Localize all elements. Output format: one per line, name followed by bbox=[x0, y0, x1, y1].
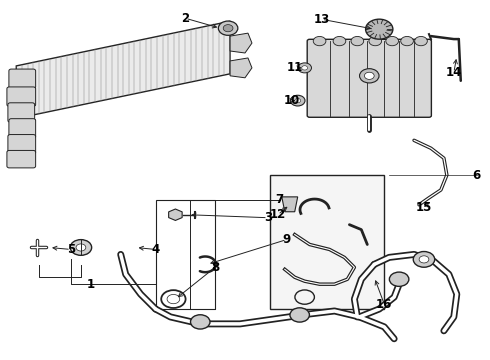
Text: 15: 15 bbox=[416, 201, 432, 214]
FancyBboxPatch shape bbox=[8, 103, 35, 122]
Circle shape bbox=[369, 36, 382, 46]
Text: 11: 11 bbox=[287, 61, 303, 75]
Circle shape bbox=[365, 72, 374, 80]
Polygon shape bbox=[169, 209, 182, 220]
FancyBboxPatch shape bbox=[307, 39, 431, 117]
Text: 4: 4 bbox=[151, 243, 160, 256]
Circle shape bbox=[415, 36, 427, 46]
Circle shape bbox=[167, 294, 180, 304]
Circle shape bbox=[298, 63, 312, 73]
Circle shape bbox=[191, 315, 210, 329]
Text: 6: 6 bbox=[472, 168, 481, 181]
Bar bbox=[270, 175, 384, 309]
Circle shape bbox=[366, 19, 393, 39]
Circle shape bbox=[295, 99, 301, 103]
Text: 8: 8 bbox=[211, 261, 220, 274]
Text: 9: 9 bbox=[283, 233, 291, 246]
Text: 16: 16 bbox=[376, 297, 392, 311]
Circle shape bbox=[333, 36, 346, 46]
Circle shape bbox=[360, 69, 379, 83]
Circle shape bbox=[223, 24, 233, 32]
Circle shape bbox=[386, 36, 398, 46]
Polygon shape bbox=[230, 33, 252, 53]
Text: 12: 12 bbox=[270, 208, 286, 221]
FancyBboxPatch shape bbox=[7, 87, 36, 106]
Text: 3: 3 bbox=[264, 211, 272, 224]
Circle shape bbox=[70, 240, 92, 255]
Text: 2: 2 bbox=[181, 12, 190, 25]
Circle shape bbox=[413, 252, 435, 267]
Circle shape bbox=[313, 36, 326, 46]
Circle shape bbox=[219, 21, 238, 35]
FancyBboxPatch shape bbox=[9, 119, 36, 138]
Circle shape bbox=[76, 244, 86, 251]
Text: 5: 5 bbox=[67, 243, 75, 256]
FancyBboxPatch shape bbox=[8, 135, 36, 154]
FancyBboxPatch shape bbox=[9, 69, 36, 89]
Circle shape bbox=[351, 36, 364, 46]
Polygon shape bbox=[282, 197, 298, 212]
Circle shape bbox=[419, 256, 429, 263]
Text: 14: 14 bbox=[445, 66, 462, 79]
Text: 1: 1 bbox=[87, 278, 95, 291]
Circle shape bbox=[302, 66, 308, 70]
Bar bbox=[155, 200, 215, 309]
FancyBboxPatch shape bbox=[7, 150, 36, 168]
Circle shape bbox=[401, 36, 414, 46]
Circle shape bbox=[291, 95, 305, 106]
Polygon shape bbox=[16, 21, 230, 118]
Circle shape bbox=[290, 308, 309, 322]
Text: 13: 13 bbox=[314, 13, 330, 26]
Polygon shape bbox=[230, 58, 252, 78]
Circle shape bbox=[390, 272, 409, 286]
Text: 10: 10 bbox=[284, 94, 300, 107]
Text: 7: 7 bbox=[276, 193, 284, 206]
